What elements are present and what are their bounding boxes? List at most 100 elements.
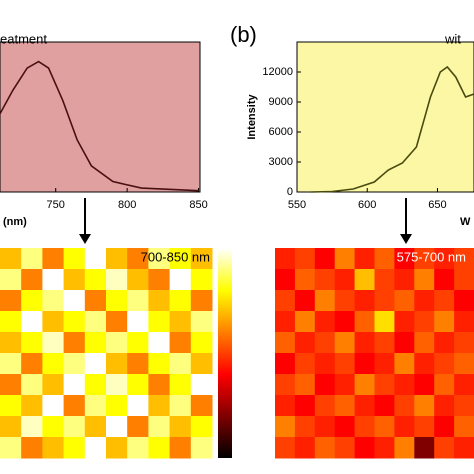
heat-cell bbox=[106, 416, 128, 438]
y-tick-label: 9000 bbox=[269, 96, 293, 108]
heat-cell bbox=[63, 374, 86, 396]
heat-cell bbox=[434, 290, 455, 312]
heat-cell bbox=[275, 311, 296, 333]
heat-cell bbox=[314, 353, 336, 375]
heat-cell bbox=[374, 248, 395, 270]
heat-cell bbox=[394, 353, 415, 375]
heat-cell bbox=[84, 248, 107, 270]
heat-cell bbox=[0, 353, 22, 375]
heat-cell bbox=[294, 374, 316, 396]
heat-cell bbox=[84, 311, 107, 333]
x-tick-label: 600 bbox=[358, 199, 376, 211]
heat-cell bbox=[127, 311, 149, 333]
heat-cell bbox=[127, 332, 149, 354]
heat-cell bbox=[0, 374, 22, 396]
heat-cell bbox=[190, 437, 213, 459]
heat-cell bbox=[42, 290, 65, 312]
heat-cell bbox=[374, 353, 395, 375]
heat-cell bbox=[414, 248, 435, 270]
heat-cell bbox=[334, 290, 356, 312]
heat-cell bbox=[42, 248, 65, 270]
heat-cell bbox=[334, 395, 356, 417]
y-tick-label: 6000 bbox=[269, 126, 293, 138]
heat-cell bbox=[84, 395, 107, 417]
colorbar bbox=[218, 248, 232, 458]
heat-cell bbox=[394, 332, 415, 354]
heat-cell bbox=[106, 332, 128, 354]
heat-cell bbox=[414, 437, 435, 459]
heat-cell bbox=[63, 269, 86, 291]
heat-cell bbox=[0, 269, 22, 291]
heat-cell bbox=[169, 353, 192, 375]
heat-cell bbox=[106, 290, 128, 312]
heat-cell bbox=[169, 290, 192, 312]
heat-cell bbox=[334, 248, 356, 270]
heat-cell bbox=[106, 269, 128, 291]
heat-cell bbox=[21, 437, 43, 459]
heat-cell bbox=[106, 311, 128, 333]
heat-cell bbox=[294, 290, 316, 312]
heat-cell bbox=[106, 353, 128, 375]
heat-cell bbox=[21, 290, 43, 312]
heat-cell bbox=[63, 311, 86, 333]
heat-cell bbox=[0, 395, 22, 417]
heat-cell bbox=[414, 290, 435, 312]
heat-cell bbox=[275, 290, 296, 312]
heat-cell bbox=[434, 395, 455, 417]
heat-cell bbox=[148, 395, 171, 417]
heat-cell bbox=[294, 353, 316, 375]
heat-cell bbox=[84, 290, 107, 312]
x-tick-label: 850 bbox=[189, 199, 207, 211]
heat-cell bbox=[354, 374, 375, 396]
heat-cell bbox=[127, 374, 149, 396]
heat-cell bbox=[148, 416, 171, 438]
heat-cell bbox=[148, 332, 171, 354]
y-axis-label: Intensity bbox=[246, 94, 258, 140]
y-tick-label: 12000 bbox=[262, 66, 293, 78]
heat-cell bbox=[0, 437, 22, 459]
heat-cell bbox=[314, 416, 336, 438]
heat-cell bbox=[63, 437, 86, 459]
heat-cell bbox=[454, 248, 474, 270]
heat-cell bbox=[84, 416, 107, 438]
heat-cell bbox=[314, 374, 336, 396]
heat-cell bbox=[84, 437, 107, 459]
heat-cell bbox=[127, 290, 149, 312]
heat-cell bbox=[84, 332, 107, 354]
heat-cell bbox=[414, 332, 435, 354]
heat-cell bbox=[127, 416, 149, 438]
heat-cell bbox=[454, 353, 474, 375]
heat-cell bbox=[42, 437, 65, 459]
heat-cell bbox=[169, 437, 192, 459]
heat-cell bbox=[374, 311, 395, 333]
heat-cell bbox=[394, 374, 415, 396]
heat-cell bbox=[42, 311, 65, 333]
heat-cell bbox=[169, 332, 192, 354]
heat-cell bbox=[394, 416, 415, 438]
heat-cell bbox=[374, 290, 395, 312]
heat-cell bbox=[334, 416, 356, 438]
arrow-head bbox=[400, 234, 412, 244]
heat-cell bbox=[106, 248, 128, 270]
heat-cell bbox=[414, 269, 435, 291]
heat-cell bbox=[454, 437, 474, 459]
heat-cell bbox=[148, 290, 171, 312]
heat-cell bbox=[63, 353, 86, 375]
heat-cell bbox=[42, 332, 65, 354]
heatmap-label: 575-700 nm bbox=[397, 249, 466, 264]
heat-cell bbox=[314, 395, 336, 417]
heatmap-label: 700-850 nm bbox=[141, 249, 210, 264]
heat-cell bbox=[354, 437, 375, 459]
chart-title: eatment bbox=[0, 31, 47, 46]
heat-cell bbox=[374, 332, 395, 354]
heat-cell bbox=[169, 374, 192, 396]
heat-cell bbox=[21, 248, 43, 270]
heat-cell bbox=[434, 416, 455, 438]
heat-cell bbox=[294, 416, 316, 438]
heat-cell bbox=[275, 437, 296, 459]
heat-cell bbox=[434, 437, 455, 459]
heat-cell bbox=[127, 395, 149, 417]
heat-cell bbox=[394, 269, 415, 291]
heat-cell bbox=[148, 437, 171, 459]
